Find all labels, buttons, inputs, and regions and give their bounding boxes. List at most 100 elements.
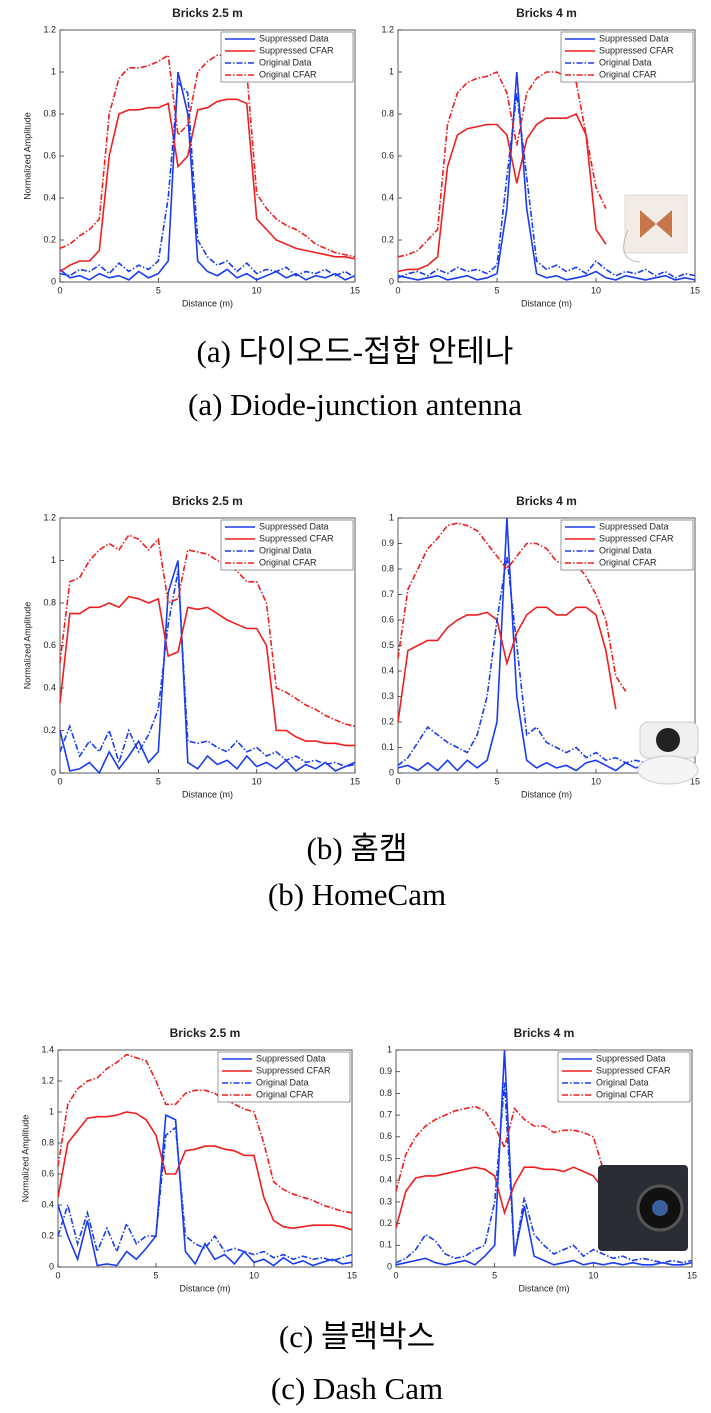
chart-title: Bricks 2.5 m [172, 6, 243, 20]
series-line [59, 533, 356, 728]
chart-title: Bricks 4 m [514, 1026, 575, 1040]
series-line [395, 1166, 604, 1229]
y-tick-label: 0.2 [379, 1218, 392, 1228]
y-tick-label: 1 [387, 1044, 392, 1054]
dashcam-photo [598, 1165, 688, 1251]
y-tick-label: 1 [51, 555, 56, 565]
series-line [59, 71, 356, 281]
series-line [397, 71, 696, 281]
series-line [395, 1049, 693, 1266]
legend-box [560, 519, 694, 571]
x-tick-label: 15 [690, 776, 700, 786]
caption: (a) 다이오드-접합 안테나 [197, 334, 514, 369]
legend-label: Original Data [596, 1077, 649, 1087]
y-tick-label: 0.6 [381, 150, 394, 160]
y-tick-label: 0.4 [43, 682, 56, 692]
x-tick-label: 0 [55, 1270, 60, 1280]
caption: (c) Dash Cam [271, 1371, 443, 1406]
y-tick-label: 0.7 [379, 1109, 392, 1119]
y-tick-label: 1.2 [381, 24, 394, 34]
x-axis-label: Distance (m) [518, 1283, 569, 1293]
y-tick-label: 0.4 [43, 192, 56, 202]
homecam-photo [637, 721, 699, 785]
x-axis-label: Distance (m) [521, 789, 572, 799]
y-tick-label: 1.2 [43, 512, 56, 522]
y-tick-label: 0.2 [381, 234, 394, 244]
chart-title: Bricks 4 m [516, 494, 577, 508]
series-line [59, 570, 356, 768]
y-tick-label: 0.8 [381, 563, 394, 573]
x-axis-label: Distance (m) [521, 298, 572, 308]
chart-title: Bricks 2.5 m [172, 494, 243, 508]
y-tick-label: 0 [49, 1261, 54, 1271]
x-tick-label: 0 [57, 776, 62, 786]
legend-label: Suppressed Data [259, 521, 329, 531]
y-tick-label: 0.3 [381, 691, 394, 701]
y-tick-label: 0.2 [43, 234, 56, 244]
caption: (b) 홈캠 [307, 831, 408, 866]
y-tick-label: 0.4 [381, 192, 394, 202]
chart-title: Bricks 4 m [516, 6, 577, 20]
x-axis-label: Distance (m) [182, 298, 233, 308]
legend-label: Original Data [599, 57, 652, 67]
legend-box [557, 1051, 691, 1103]
legend-label: Original CFAR [599, 69, 657, 79]
x-tick-label: 0 [57, 285, 62, 295]
series-line [397, 112, 607, 273]
legend-box [220, 31, 354, 83]
x-tick-label: 15 [350, 285, 360, 295]
y-axis-label: Normalized Amplitude [20, 1115, 30, 1203]
x-tick-label: 10 [249, 1270, 259, 1280]
x-axis-label: Distance (m) [182, 789, 233, 799]
y-tick-label: 0 [51, 276, 56, 286]
y-tick-label: 0.4 [381, 665, 394, 675]
legend-label: Suppressed CFAR [599, 533, 674, 543]
series-line [397, 606, 617, 723]
legend-label: Original Data [259, 545, 312, 555]
legend-box [560, 31, 694, 83]
caption: (b) HomeCam [268, 877, 446, 912]
series-line [59, 560, 356, 775]
x-tick-label: 10 [591, 776, 601, 786]
y-tick-label: 0.7 [381, 589, 394, 599]
y-tick-label: 0.6 [43, 150, 56, 160]
y-tick-label: 0.1 [379, 1240, 392, 1250]
x-tick-label: 15 [687, 1270, 697, 1280]
y-tick-label: 0 [389, 276, 394, 286]
legend-label: Suppressed CFAR [256, 1065, 331, 1075]
x-tick-label: 5 [156, 285, 161, 295]
y-tick-label: 1 [389, 512, 394, 522]
series-line [57, 1053, 353, 1214]
y-tick-label: 1 [51, 66, 56, 76]
x-tick-label: 15 [350, 776, 360, 786]
legend-label: Original CFAR [599, 557, 657, 567]
x-tick-label: 10 [252, 285, 262, 295]
series-line [397, 522, 627, 692]
chart-title: Bricks 2.5 m [170, 1026, 241, 1040]
y-tick-label: 1 [49, 1106, 54, 1116]
y-tick-label: 0.6 [43, 640, 56, 650]
y-tick-label: 0.2 [381, 716, 394, 726]
y-tick-label: 0.8 [379, 1088, 392, 1098]
caption: (c) 블랙박스 [279, 1319, 435, 1354]
y-tick-label: 0.6 [381, 614, 394, 624]
legend-label: Suppressed Data [596, 1053, 666, 1063]
y-tick-label: 1.2 [41, 1075, 54, 1085]
x-axis-label: Distance (m) [179, 1283, 230, 1293]
x-tick-label: 5 [156, 776, 161, 786]
legend-box [217, 1051, 351, 1103]
x-tick-label: 0 [393, 1270, 398, 1280]
y-tick-label: 1.2 [43, 24, 56, 34]
legend-label: Suppressed CFAR [259, 45, 334, 55]
x-tick-label: 15 [690, 285, 700, 295]
y-tick-label: 0.9 [379, 1066, 392, 1076]
y-tick-label: 0.2 [41, 1230, 54, 1240]
y-tick-label: 0 [387, 1261, 392, 1271]
series-line [397, 70, 607, 258]
legend-label: Original Data [599, 545, 652, 555]
legend-label: Original Data [259, 57, 312, 67]
y-tick-label: 0.9 [381, 538, 394, 548]
x-tick-label: 10 [591, 285, 601, 295]
y-tick-label: 0.8 [43, 108, 56, 118]
